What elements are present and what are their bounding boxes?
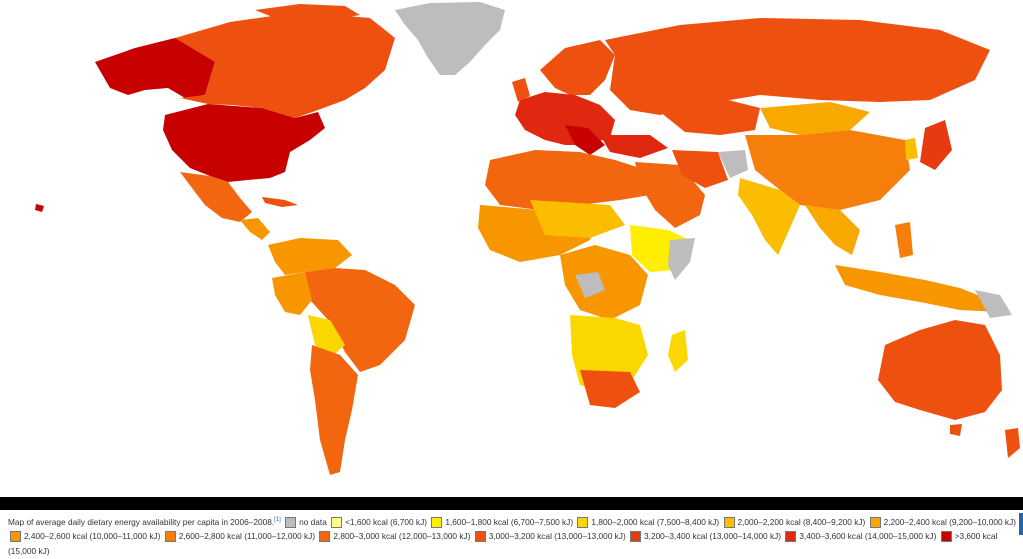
region-hawaii bbox=[35, 204, 44, 212]
legend-label: 3,200–3,400 kcal (13,000–14,000 kJ) bbox=[644, 531, 782, 542]
region-iran bbox=[672, 150, 728, 188]
region-russia bbox=[605, 18, 990, 115]
legend-swatch bbox=[577, 516, 589, 528]
legend-swatch bbox=[431, 516, 443, 528]
region-brazil bbox=[305, 268, 415, 372]
region-bolivia bbox=[308, 315, 345, 358]
legend-label: 1,800–2,000 kcal (7,500–8,400 kJ) bbox=[591, 516, 720, 527]
region-kazakhstan bbox=[660, 98, 760, 135]
region-somalia bbox=[668, 238, 695, 280]
legend-label: 1,600–1,800 kcal (6,700–7,500 kJ) bbox=[445, 516, 574, 527]
region-new-zealand bbox=[1005, 428, 1020, 458]
legend-swatch bbox=[723, 516, 735, 528]
legend-swatch bbox=[869, 516, 881, 528]
legend-label: 2,800–3,000 kcal (12,000–13,000 kJ) bbox=[333, 531, 471, 542]
legend-label: 3,400–3,600 kcal (14,000–15,000 kJ) bbox=[799, 531, 937, 542]
region-central-america bbox=[240, 218, 270, 240]
legend-label: 2,400–2,600 kcal (10,000–11,000 kJ) bbox=[24, 531, 161, 542]
region-korea bbox=[905, 138, 918, 160]
region-peru bbox=[272, 272, 312, 315]
region-japan bbox=[920, 120, 952, 170]
region-india bbox=[738, 178, 800, 255]
caption-divider bbox=[0, 497, 1023, 510]
region-afghanistan bbox=[718, 150, 748, 178]
caption-reference[interactable]: [1] bbox=[274, 517, 281, 523]
map-legend: no data <1,600 kcal (6,700 kJ) 1,600–1,8… bbox=[8, 516, 1016, 556]
region-arabia bbox=[635, 162, 705, 228]
legend-swatch bbox=[630, 531, 642, 543]
caption-text: Map of average daily dietary energy avai… bbox=[8, 516, 275, 527]
region-canada bbox=[175, 12, 395, 118]
legend-label: 2,000–2,200 kcal (8,400–9,200 kJ) bbox=[737, 516, 866, 527]
region-scandinavia bbox=[540, 40, 615, 95]
region-north-africa bbox=[485, 150, 650, 210]
region-southeast-asia bbox=[805, 205, 860, 255]
legend-swatch bbox=[164, 531, 176, 543]
legend-swatch bbox=[319, 531, 331, 543]
region-usa bbox=[163, 104, 325, 182]
legend-swatch bbox=[785, 531, 797, 543]
legend-label: 3,000–3,200 kcal (13,000–13,000 kJ) bbox=[488, 531, 626, 542]
world-map bbox=[35, 2, 1020, 475]
legend-swatch bbox=[940, 531, 952, 543]
region-drc-east bbox=[575, 272, 605, 298]
region-mexico bbox=[180, 172, 252, 222]
region-new-guinea bbox=[975, 290, 1012, 318]
legend-swatch bbox=[10, 531, 21, 543]
region-greenland bbox=[395, 2, 505, 75]
legend-label: 2,600–2,800 kcal (11,000–12,000 kJ) bbox=[178, 531, 316, 542]
region-colombia-venezuela bbox=[268, 238, 352, 275]
legend-label: <1,600 kcal (6,700 kJ) bbox=[345, 516, 427, 527]
map-caption: Map of average daily dietary energy avai… bbox=[8, 513, 1016, 558]
region-western-europe bbox=[515, 92, 615, 145]
legend-label: 2,200–2,400 kcal (9,200–10,000 kJ) bbox=[883, 516, 1016, 527]
region-mongolia bbox=[760, 102, 870, 135]
legend-label: no data bbox=[299, 516, 327, 527]
region-tasmania bbox=[950, 424, 962, 436]
region-china bbox=[745, 130, 910, 210]
region-argentina-chile bbox=[310, 345, 358, 475]
region-turkey bbox=[600, 135, 668, 158]
legend-swatch bbox=[474, 531, 486, 543]
region-central-africa bbox=[560, 245, 648, 320]
region-australia bbox=[878, 320, 1002, 420]
region-italy-balkans bbox=[565, 125, 605, 155]
region-arctic-islands bbox=[255, 4, 360, 22]
scroll-handle[interactable] bbox=[1019, 513, 1023, 535]
region-philippines bbox=[895, 222, 913, 258]
legend-swatch bbox=[285, 516, 297, 528]
region-madagascar bbox=[668, 330, 688, 372]
region-alaska bbox=[95, 38, 215, 98]
region-sahel bbox=[530, 200, 625, 238]
legend-label: >3,600 kcal (15,000 kJ) bbox=[8, 531, 998, 556]
region-uk bbox=[512, 78, 530, 102]
region-south-africa bbox=[580, 370, 640, 408]
legend-swatch bbox=[331, 516, 343, 528]
region-cuba bbox=[262, 197, 298, 207]
region-indonesia bbox=[835, 265, 1000, 312]
